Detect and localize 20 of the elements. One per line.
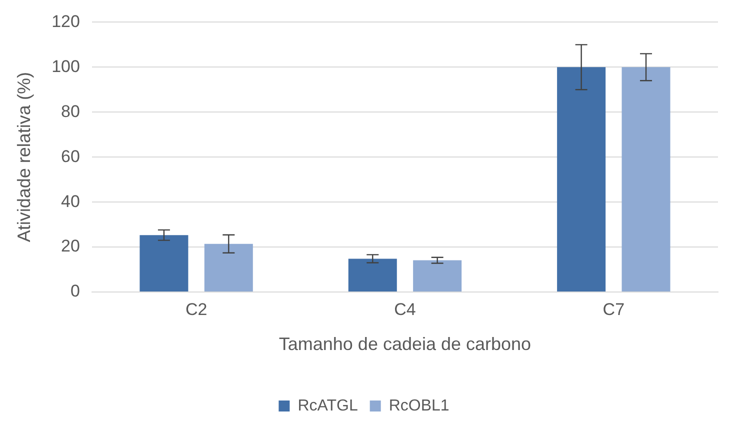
y-tick-label: 40 [61,192,80,211]
legend-label: RcATGL [298,397,358,414]
x-axis-title: Tamanho de cadeia de carbono [278,334,532,354]
bar [622,67,670,292]
bar [204,244,253,292]
y-tick-label: 60 [61,146,80,166]
y-tick-label: 120 [52,12,80,31]
x-tick-label: C7 [602,300,625,319]
y-axis-title: Atividade relativa (%) [14,72,34,242]
y-tick-label: 100 [52,56,80,76]
y-tick-label: 80 [61,102,80,121]
bar [348,258,397,292]
bar [413,260,462,292]
bar [140,235,188,292]
x-tick-label: C4 [394,300,416,319]
y-tick-label: 20 [61,236,80,256]
bar [557,67,606,292]
y-tick-label: 0 [70,282,80,301]
x-tick-label: C2 [185,300,208,319]
legend-label: RcOBL1 [388,397,450,414]
